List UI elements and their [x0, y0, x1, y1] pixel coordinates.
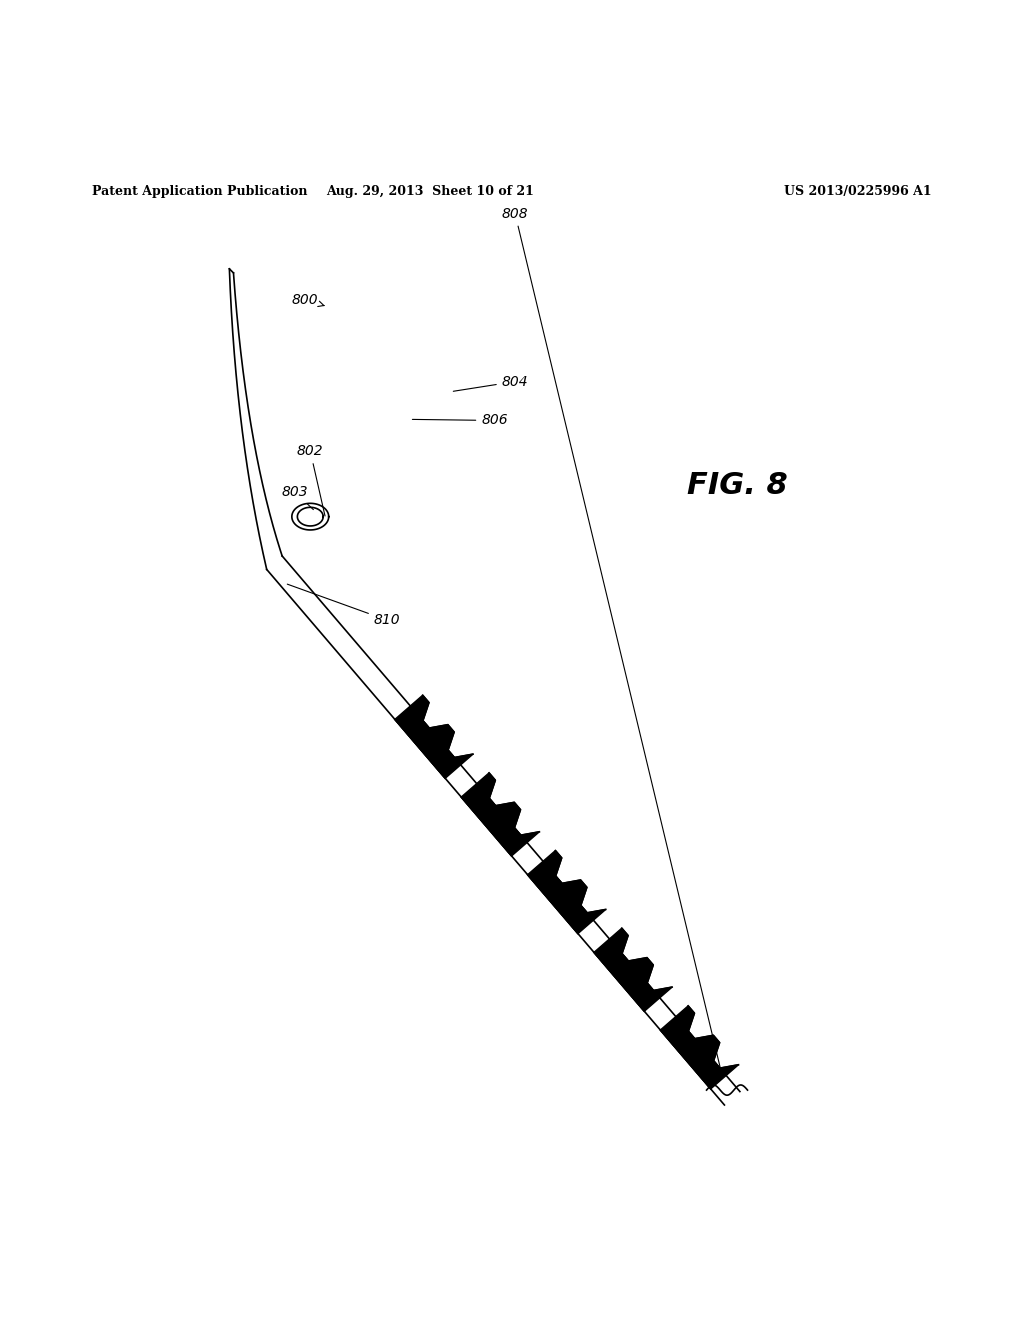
Text: 800: 800 [292, 293, 325, 306]
Text: 806: 806 [413, 413, 508, 428]
Text: 804: 804 [454, 375, 528, 391]
Text: FIG. 8: FIG. 8 [687, 471, 787, 500]
Polygon shape [660, 1006, 738, 1089]
Text: Aug. 29, 2013  Sheet 10 of 21: Aug. 29, 2013 Sheet 10 of 21 [326, 185, 535, 198]
Polygon shape [461, 774, 540, 855]
Text: 802: 802 [297, 445, 325, 516]
Text: Patent Application Publication: Patent Application Publication [92, 185, 307, 198]
Text: 810: 810 [288, 585, 400, 627]
Text: US 2013/0225996 A1: US 2013/0225996 A1 [784, 185, 932, 198]
Polygon shape [395, 696, 473, 779]
Text: 803: 803 [282, 486, 313, 510]
Text: 808: 808 [502, 207, 721, 1072]
Polygon shape [594, 928, 672, 1011]
Polygon shape [527, 850, 606, 933]
